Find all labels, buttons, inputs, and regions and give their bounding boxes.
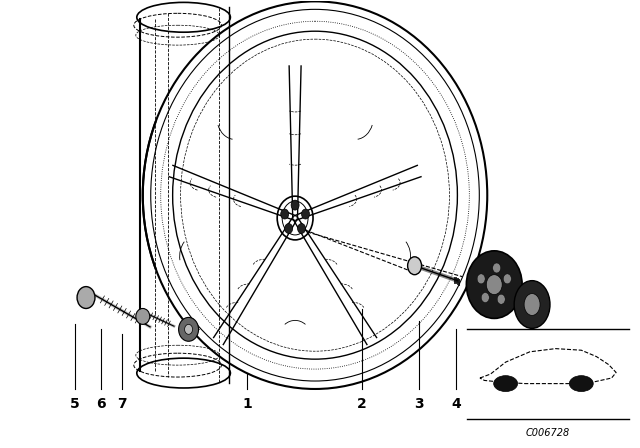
Ellipse shape [493, 263, 500, 273]
Text: 2: 2 [357, 397, 367, 411]
Ellipse shape [77, 287, 95, 309]
Ellipse shape [477, 274, 485, 284]
Text: 7: 7 [117, 397, 127, 411]
Ellipse shape [467, 251, 522, 319]
Ellipse shape [301, 209, 310, 219]
Text: C006728: C006728 [526, 428, 570, 438]
Ellipse shape [503, 274, 511, 284]
Ellipse shape [291, 200, 299, 210]
Ellipse shape [408, 257, 422, 275]
Text: 6: 6 [96, 397, 106, 411]
Text: 3: 3 [413, 397, 424, 411]
Ellipse shape [486, 275, 502, 294]
Ellipse shape [497, 294, 505, 304]
Ellipse shape [514, 280, 550, 328]
Ellipse shape [298, 224, 305, 233]
Ellipse shape [570, 376, 593, 392]
Ellipse shape [184, 324, 193, 334]
Ellipse shape [179, 318, 198, 341]
Text: 1: 1 [243, 397, 252, 411]
Ellipse shape [136, 309, 150, 324]
Ellipse shape [285, 224, 292, 233]
Ellipse shape [281, 209, 289, 219]
Text: 4: 4 [452, 397, 461, 411]
Ellipse shape [493, 376, 518, 392]
Ellipse shape [524, 293, 540, 315]
Text: 5: 5 [70, 397, 80, 411]
Ellipse shape [481, 293, 489, 302]
